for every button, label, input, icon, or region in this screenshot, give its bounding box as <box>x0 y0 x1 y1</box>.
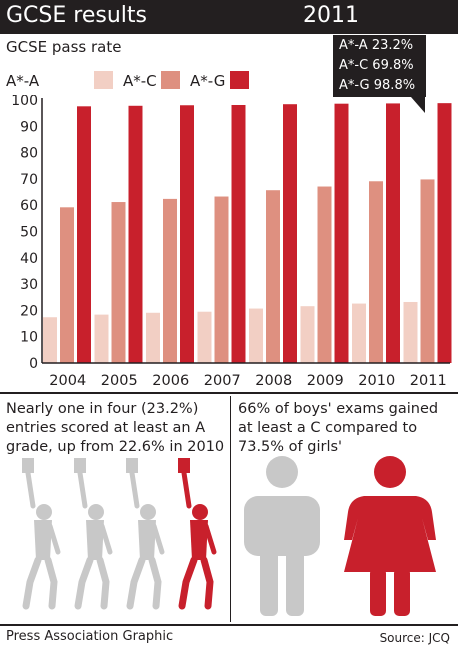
header-bar: GCSE results 2011 <box>0 0 458 34</box>
x-tick-label: 2006 <box>152 373 189 389</box>
callout-line-c: A*-C 69.8% <box>339 58 414 73</box>
bar-astar-c-2010 <box>369 181 383 363</box>
bar-astar-a-2005 <box>94 314 109 363</box>
bar-astar-c-2005 <box>111 202 126 363</box>
bar-astar-a-2004 <box>43 317 57 363</box>
student-figure <box>74 458 113 610</box>
bar-astar-g-2006 <box>180 105 194 363</box>
y-tick-label: 50 <box>20 225 38 241</box>
chart-subtitle: GCSE pass rate <box>6 38 122 56</box>
bar-astar-c-2009 <box>317 186 332 363</box>
y-tick-label: 60 <box>20 198 38 214</box>
callout-box: A*-A 23.2% A*-C 69.8% A*-G 98.8% <box>333 35 426 97</box>
bar-astar-c-2008 <box>266 190 280 363</box>
x-tick-label: 2008 <box>255 373 292 389</box>
legend-swatch-a <box>94 71 113 89</box>
bar-astar-g-2005 <box>128 105 143 363</box>
bar-chart: 0 10 20 30 40 50 60 70 80 90 100 2004 2005 2006 2007 20… <box>11 95 452 389</box>
y-tick-label: 70 <box>20 172 38 188</box>
girl-icon <box>344 456 436 616</box>
x-tick-label: 2004 <box>49 373 86 389</box>
callout-line-a: A*-A 23.2% <box>339 38 414 53</box>
legend-label-g: A*-G <box>190 72 226 90</box>
x-tick-label: 2011 <box>410 373 447 389</box>
page-title: GCSE results <box>6 3 147 28</box>
x-tick-label: 2007 <box>204 373 241 389</box>
bar-astar-a-2010 <box>352 303 366 363</box>
boy-icon <box>244 456 320 616</box>
y-tick-label: 80 <box>20 146 38 162</box>
y-tick-label: 20 <box>20 303 38 319</box>
footer-credit: Press Association Graphic <box>6 629 174 644</box>
bar-astar-a-2007 <box>197 311 212 363</box>
x-tick-label: 2005 <box>101 373 138 389</box>
left-panel-text: Nearly one in four (23.2%) entries score… <box>6 401 225 455</box>
legend-swatch-g <box>230 71 249 89</box>
bar-astar-g-2007 <box>231 104 246 363</box>
section-divider <box>0 392 458 394</box>
bar-astar-c-2004 <box>60 207 74 363</box>
y-tick-label: 90 <box>20 119 38 135</box>
bar-astar-a-2008 <box>249 308 263 363</box>
boy-girl-illustration <box>244 456 436 616</box>
student-figure <box>126 458 165 610</box>
callout-pointer <box>411 97 425 113</box>
bar-astar-c-2007 <box>214 196 229 363</box>
footer-rule <box>0 624 458 626</box>
y-tick-label: 10 <box>20 330 38 346</box>
bar-astar-a-2006 <box>146 312 160 363</box>
bar-astar-c-2011 <box>420 179 435 363</box>
legend-swatch-c <box>161 71 180 89</box>
bar-astar-a-2011 <box>403 301 418 363</box>
footer-source: Source: JCQ <box>379 631 450 645</box>
bar-astar-g-2010 <box>386 103 400 363</box>
legend-label-a: A*-A <box>6 72 40 90</box>
bar-astar-c-2006 <box>163 198 177 363</box>
bar-astar-g-2008 <box>283 104 297 363</box>
bar-astar-g-2004 <box>77 106 91 363</box>
bar-astar-a-2009 <box>300 306 315 363</box>
panel-divider <box>230 396 231 622</box>
x-tick-label: 2009 <box>307 373 344 389</box>
students-illustration <box>22 458 217 610</box>
callout-line-g: A*-G 98.8% <box>339 78 416 93</box>
y-tick-label: 30 <box>20 277 38 293</box>
student-figure <box>22 458 61 610</box>
bar-astar-g-2011 <box>437 103 452 363</box>
x-tick-label: 2010 <box>358 373 395 389</box>
legend-label-c: A*-C <box>123 72 157 90</box>
student-figure-highlighted <box>178 458 217 610</box>
y-tick-label: 40 <box>20 251 38 267</box>
bar-astar-g-2009 <box>334 103 349 363</box>
y-tick-label: 0 <box>29 356 38 372</box>
y-tick-label: 100 <box>11 95 38 109</box>
right-panel-text: 66% of boys' exams gained at least a C c… <box>238 401 439 455</box>
header-year: 2011 <box>303 3 359 28</box>
